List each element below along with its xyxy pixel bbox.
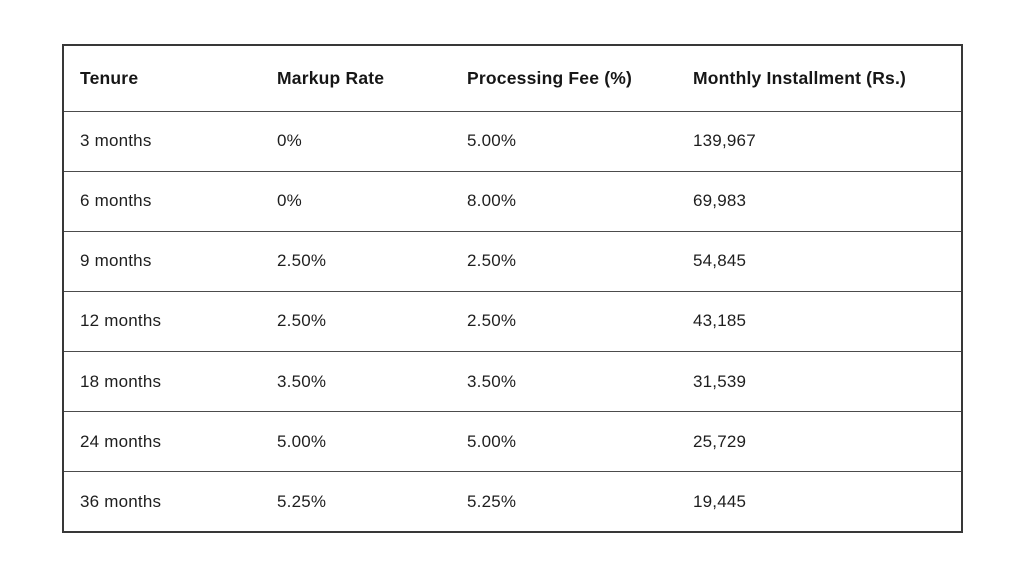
- cell-monthly-installment: 139,967: [677, 110, 962, 172]
- installment-table-container: Tenure Markup Rate Processing Fee (%) Mo…: [62, 44, 963, 533]
- cell-tenure: 18 months: [63, 351, 261, 412]
- cell-markup-rate: 5.00%: [261, 411, 451, 472]
- table-header-row: Tenure Markup Rate Processing Fee (%) Mo…: [63, 44, 962, 111]
- cell-tenure: 12 months: [63, 290, 261, 352]
- cell-monthly-installment: 19,445: [677, 471, 962, 532]
- cell-tenure: 6 months: [63, 170, 261, 232]
- cell-markup-rate: 0%: [261, 110, 451, 172]
- table-row-18-months: 18 months 3.50% 3.50% 31,539: [63, 351, 962, 412]
- table-row-24-months: 24 months 5.00% 5.00% 25,729: [63, 411, 962, 472]
- cell-markup-rate: 5.25%: [261, 471, 451, 532]
- installment-table: Tenure Markup Rate Processing Fee (%) Mo…: [62, 44, 963, 533]
- cell-markup-rate: 0%: [261, 170, 451, 232]
- cell-markup-rate: 2.50%: [261, 230, 451, 292]
- cell-monthly-installment: 43,185: [677, 290, 962, 352]
- cell-processing-fee: 5.00%: [451, 110, 677, 172]
- cell-monthly-installment: 69,983: [677, 170, 962, 232]
- table-row-36-months: 36 months 5.25% 5.25% 19,445: [63, 471, 962, 532]
- table-row-6-months: 6 months 0% 8.00% 69,983: [63, 170, 962, 232]
- table-row-9-months: 9 months 2.50% 2.50% 54,845: [63, 230, 962, 292]
- cell-processing-fee: 2.50%: [451, 290, 677, 352]
- cell-processing-fee: 2.50%: [451, 230, 677, 292]
- table-row-3-months: 3 months 0% 5.00% 139,967: [63, 110, 962, 172]
- table-row-12-months: 12 months 2.50% 2.50% 43,185: [63, 290, 962, 352]
- cell-processing-fee: 8.00%: [451, 170, 677, 232]
- cell-processing-fee: 5.25%: [451, 471, 677, 532]
- cell-tenure: 36 months: [63, 471, 261, 532]
- column-header-processing-fee: Processing Fee (%): [451, 44, 677, 111]
- cell-monthly-installment: 54,845: [677, 230, 962, 292]
- column-header-markup-rate: Markup Rate: [261, 44, 451, 111]
- cell-tenure: 3 months: [63, 110, 261, 172]
- column-header-tenure: Tenure: [63, 44, 261, 111]
- cell-monthly-installment: 25,729: [677, 411, 962, 472]
- column-header-monthly-installment: Monthly Installment (Rs.): [677, 44, 962, 111]
- cell-markup-rate: 3.50%: [261, 351, 451, 412]
- cell-tenure: 9 months: [63, 230, 261, 292]
- cell-processing-fee: 3.50%: [451, 351, 677, 412]
- cell-processing-fee: 5.00%: [451, 411, 677, 472]
- cell-tenure: 24 months: [63, 411, 261, 472]
- cell-monthly-installment: 31,539: [677, 351, 962, 412]
- cell-markup-rate: 2.50%: [261, 290, 451, 352]
